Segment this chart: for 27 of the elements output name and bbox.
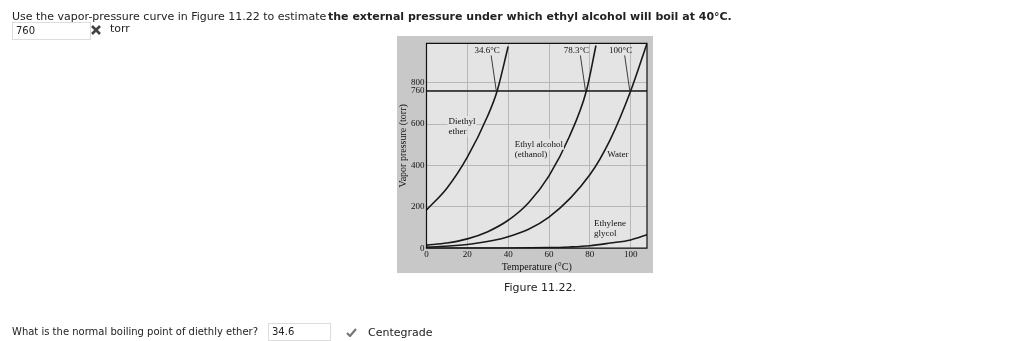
text: 34.6 (268, 323, 331, 341)
x-tick-label: 80 (585, 248, 595, 259)
x-tick-label: 40 (503, 248, 514, 259)
annotation: 100°C (609, 45, 633, 56)
x-tick-label: 60 (544, 248, 554, 259)
text: torr (110, 22, 130, 35)
caption: Figure 11.22. (504, 281, 577, 294)
text: 760 (12, 22, 91, 40)
series-label: Ethyl alcohol (ethanol) (514, 138, 564, 159)
x-axis-title: Temperature (°C) (501, 260, 572, 273)
y-tick-label: 760 (411, 85, 425, 96)
y-tick-label: 800 (411, 77, 425, 88)
text: Centegrade (368, 326, 433, 339)
y-axis-title: Vapor pressure (torr) (396, 104, 409, 188)
y-tick-label: 400 (411, 159, 425, 170)
text: What is the normal boiling point of diethly ether? (12, 326, 258, 337)
x-tick-label: 100 (623, 248, 638, 259)
series-label: Ethylene glycol (594, 218, 627, 239)
x-tick-label: 20 (462, 248, 473, 259)
annotation: 78.3°C (563, 45, 590, 56)
text: the external pressure under which ethyl alcohol will boil at 40°C. (328, 10, 732, 23)
text: Use the vapor-pressure curve in Figure 11.22 to estimate (12, 10, 327, 23)
annotation: 34.6°C (474, 45, 500, 56)
y-tick-label: 200 (411, 201, 425, 212)
y-tick-label: 600 (411, 118, 425, 129)
series-label: Water (607, 148, 629, 159)
series-label: Diethyl ether (448, 115, 477, 136)
